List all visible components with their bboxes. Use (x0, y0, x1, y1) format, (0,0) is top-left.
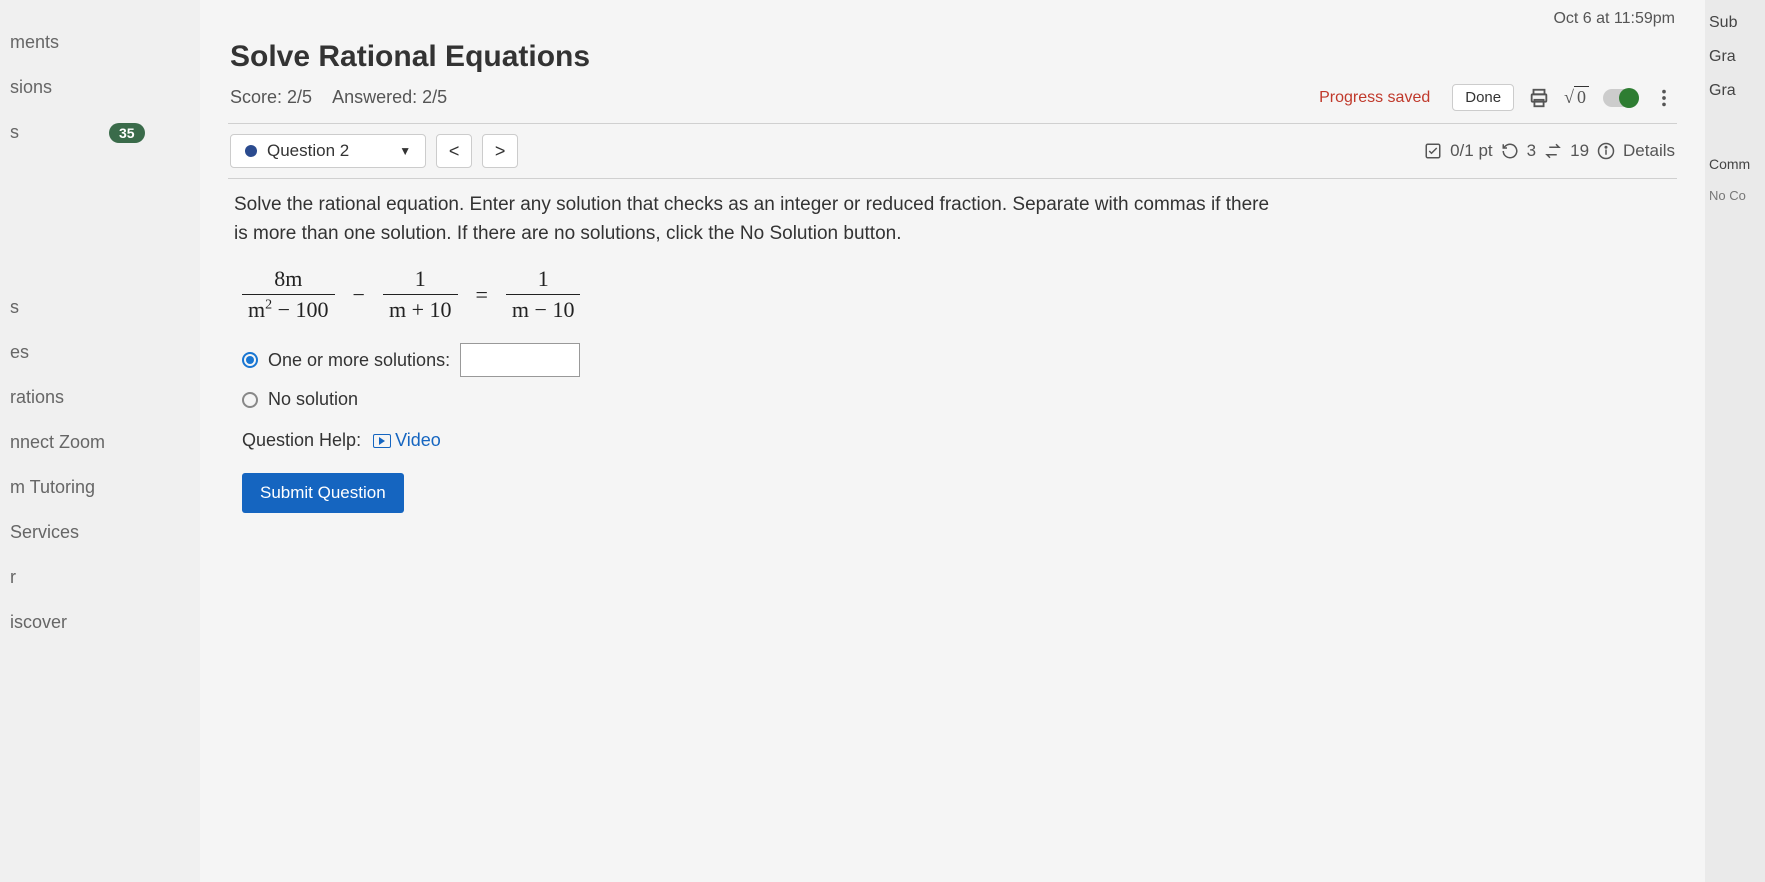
sidebar-item[interactable]: iscover (0, 600, 200, 645)
kebab-menu-icon[interactable] (1653, 87, 1675, 109)
sidebar-item[interactable]: sions (0, 65, 200, 110)
right-item[interactable]: Gra (1705, 74, 1765, 108)
question-label: Question 2 (267, 141, 349, 161)
prev-question-button[interactable]: < (436, 134, 472, 168)
fraction-denominator: m2 − 100 (242, 294, 335, 323)
chevron-down-icon: ▼ (399, 144, 411, 158)
answer-input[interactable] (460, 343, 580, 377)
answered-label: Answered: 2/5 (332, 87, 447, 108)
right-item[interactable]: No Co (1705, 180, 1765, 211)
right-item[interactable]: Comm (1705, 148, 1765, 180)
fraction-numerator: 8m (268, 266, 308, 294)
video-help-link[interactable]: Video (373, 430, 441, 451)
fraction-denominator: m − 10 (506, 294, 581, 323)
sidebar-item[interactable]: m Tutoring (0, 465, 200, 510)
sidebar-item[interactable]: s (0, 285, 200, 330)
attempts-label: 19 (1570, 141, 1589, 161)
right-item[interactable]: Gra (1705, 40, 1765, 74)
status-dot-icon (245, 145, 257, 157)
right-panel: Sub Gra Gra Comm No Co (1705, 0, 1765, 882)
radio-one-or-more[interactable] (242, 352, 258, 368)
sidebar-item[interactable]: ments (0, 20, 200, 65)
score-label: Score: 2/5 (230, 87, 312, 108)
sidebar-item-label: s (10, 122, 19, 143)
sidebar-item[interactable]: r (0, 555, 200, 600)
equation: 8m m2 − 100 − 1 m + 10 = 1 m − 10 (234, 248, 1671, 337)
video-icon (373, 434, 391, 448)
question-instructions: Solve the rational equation. Enter any s… (234, 191, 1284, 248)
equals-sign: = (476, 282, 488, 308)
fraction-denominator: m + 10 (383, 294, 458, 323)
due-date: Oct 6 at 11:59pm (220, 10, 1685, 36)
question-selector[interactable]: Question 2 ▼ (230, 134, 426, 168)
sidebar-item[interactable]: es (0, 330, 200, 375)
retry-icon (1501, 142, 1519, 160)
page-title: Solve Rational Equations (230, 40, 590, 74)
right-item[interactable]: Sub (1705, 6, 1765, 40)
details-link[interactable]: Details (1623, 141, 1675, 161)
progress-saved-label: Progress saved (1319, 89, 1430, 107)
option-label: One or more solutions: (268, 350, 450, 371)
video-label: Video (395, 430, 441, 451)
swap-icon (1544, 142, 1562, 160)
calculator-icon[interactable]: √0 (1564, 87, 1589, 108)
info-icon (1597, 142, 1615, 160)
minus-sign: − (353, 282, 365, 308)
radio-no-solution[interactable] (242, 392, 258, 408)
submit-question-button[interactable]: Submit Question (242, 473, 404, 513)
sidebar-item[interactable]: s 35 (0, 110, 200, 155)
toggle-switch[interactable] (1603, 89, 1639, 107)
sidebar-item[interactable]: nnect Zoom (0, 420, 200, 465)
fraction-numerator: 1 (409, 266, 432, 294)
badge-count: 35 (109, 123, 145, 143)
option-label: No solution (268, 389, 358, 410)
sidebar-item[interactable]: Services (0, 510, 200, 555)
fraction-numerator: 1 (532, 266, 555, 294)
help-label: Question Help: (242, 430, 361, 451)
sidebar: ments sions s 35 s es rations nnect Zoom… (0, 0, 200, 882)
checkbox-icon (1424, 142, 1442, 160)
print-icon[interactable] (1528, 87, 1550, 109)
main-content: Oct 6 at 11:59pm Solve Rational Equation… (200, 0, 1705, 882)
done-button[interactable]: Done (1452, 84, 1514, 111)
points-label: 0/1 pt (1450, 141, 1493, 161)
retries-label: 3 (1527, 141, 1536, 161)
next-question-button[interactable]: > (482, 134, 518, 168)
sidebar-item[interactable]: rations (0, 375, 200, 420)
